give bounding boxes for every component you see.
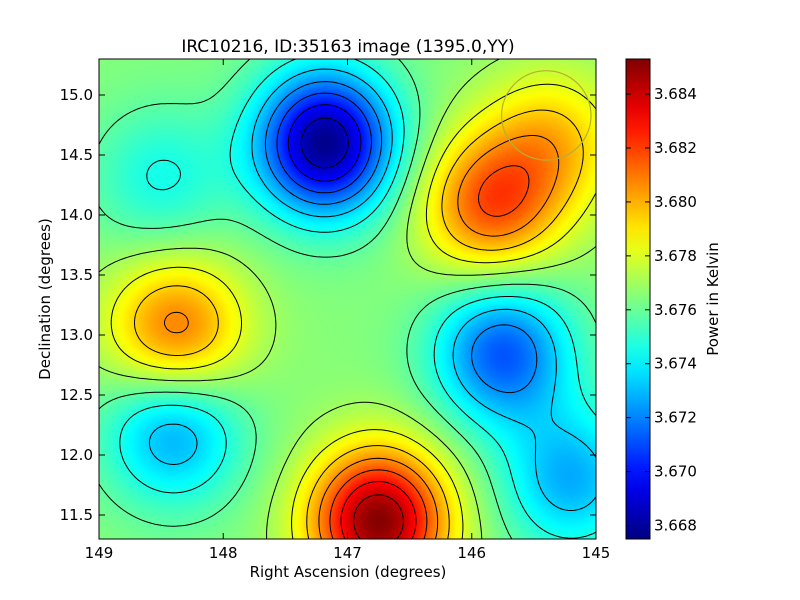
y-tick-label: 14.0: [60, 206, 93, 224]
colorbar-tick-label: 3.672: [654, 409, 697, 427]
colorbar-tick-label: 3.676: [654, 301, 697, 319]
contour-line: [99, 59, 596, 539]
contour-line: [287, 104, 362, 182]
y-tick-label: 11.5: [60, 506, 93, 524]
heatmap-plot-area: [98, 58, 597, 540]
y-tick-label: 14.5: [60, 146, 93, 164]
x-axis: 149 148 147 146 145: [85, 59, 611, 562]
contour-line: [134, 109, 584, 539]
x-tick-label: 149: [85, 544, 114, 562]
x-axis-label: Right Ascension (degrees): [250, 563, 447, 581]
contour-line: [110, 83, 596, 539]
colorbar-tick-label: 3.680: [654, 193, 697, 211]
y-axis-label: Declination (degrees): [36, 218, 54, 380]
colorbar-ticks: 3.668 3.670 3.672 3.674 3.676 3.678 3.680 3.682…: [626, 85, 697, 535]
colorbar-tick-label: 3.678: [654, 247, 697, 265]
contour-line: [353, 494, 404, 539]
colorbar-gradient: [625, 58, 651, 540]
chart-title: IRC10216, ID:35163 image (1395.0,YY): [181, 37, 514, 57]
colorbar: 3.668 3.670 3.672 3.674 3.676 3.678 3.680 3.682…: [625, 58, 722, 540]
colorbar-tick-label: 3.674: [654, 355, 697, 373]
contour-line: [163, 135, 560, 539]
y-axis: 11.5 12.0 12.5 13.0 13.5 14.0 14.5 15.0: [60, 86, 596, 524]
x-tick-label: 146: [457, 544, 486, 562]
y-tick-label: 15.0: [60, 86, 93, 104]
contour-line: [300, 117, 349, 169]
y-tick-label: 13.5: [60, 266, 93, 284]
contour-line: [264, 81, 538, 394]
colorbar-tick-label: 3.670: [654, 463, 697, 481]
colorbar-tick-label: 3.668: [654, 517, 697, 535]
y-tick-label: 13.0: [60, 326, 93, 344]
contour-lines: [99, 59, 596, 539]
contour-line: [119, 59, 596, 539]
contour-line: [148, 68, 596, 511]
contour-line: [340, 481, 417, 539]
contour-line: [276, 92, 372, 194]
x-tick-label: 148: [209, 544, 238, 562]
x-tick-label: 145: [582, 544, 611, 562]
colorbar-tick-label: 3.682: [654, 139, 697, 157]
contour-line: [329, 165, 530, 539]
beam-circle: [500, 70, 592, 161]
y-tick-label: 12.5: [60, 386, 93, 404]
colorbar-tick-label: 3.684: [654, 85, 697, 103]
y-tick-label: 12.0: [60, 446, 93, 464]
x-tick-label: 147: [333, 544, 362, 562]
colorbar-label: Power in Kelvin: [704, 242, 722, 356]
